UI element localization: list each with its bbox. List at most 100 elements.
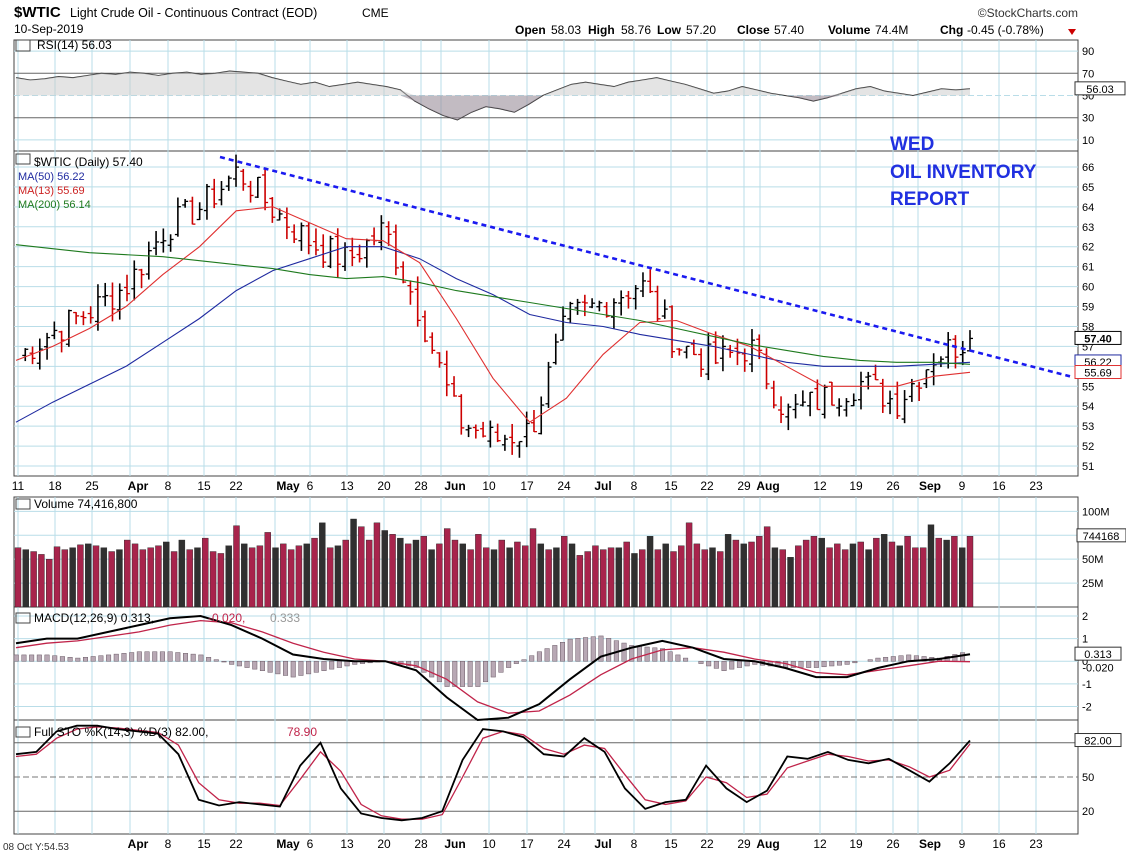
volume-bar xyxy=(717,551,724,608)
volume-bar xyxy=(951,536,958,608)
bottom-x-tick-label: May xyxy=(276,837,300,851)
bottom-x-tick-label: 8 xyxy=(631,837,638,851)
volume-bar xyxy=(77,544,84,608)
volume-bar xyxy=(100,547,108,608)
volume-bar xyxy=(69,547,76,608)
macd-histogram-bar xyxy=(521,659,527,662)
macd-histogram-bar xyxy=(59,656,65,662)
volume-bar xyxy=(420,536,427,608)
rsi-tick-label: 90 xyxy=(1082,46,1094,58)
volume-bar xyxy=(412,539,420,608)
volume-bar xyxy=(709,547,716,608)
macd-value-tag xyxy=(1074,646,1122,661)
macd-histogram-bar xyxy=(152,651,158,662)
volume-bar xyxy=(451,539,459,608)
macd-histogram-bar xyxy=(513,660,519,664)
macd-histogram-bar xyxy=(452,660,458,687)
volume-bar xyxy=(350,518,357,608)
macd-histogram-bar xyxy=(836,660,842,666)
volume-bar xyxy=(319,522,326,608)
volume-bar xyxy=(303,543,310,608)
volume-bar xyxy=(771,547,779,608)
volume-bar xyxy=(584,551,591,608)
marks: 56.0357.4056.2255.697441680.313-0.02082.… xyxy=(13,70,1126,822)
volume-bar xyxy=(443,528,451,608)
macd-histogram-bar xyxy=(559,642,565,662)
x-tick-label: Jul xyxy=(594,479,611,493)
bottom-x-tick-label: 22 xyxy=(700,837,714,851)
x-tick-label: 20 xyxy=(377,479,391,493)
sto-value-tag xyxy=(1074,733,1122,748)
volume-bar xyxy=(834,543,841,608)
macd-histogram-bar xyxy=(175,652,181,662)
x-tick-label: 17 xyxy=(520,479,534,493)
volume-bar xyxy=(85,543,92,608)
price-tick-label: 61 xyxy=(1082,262,1094,274)
price-tick-label: 65 xyxy=(1082,182,1094,194)
price-panel-frame xyxy=(13,150,1079,477)
macd-histogram-bar xyxy=(744,660,750,667)
macd-histogram-bar xyxy=(36,654,42,662)
chg-down-arrow-icon xyxy=(1068,29,1076,35)
macd-histogram-bar xyxy=(283,660,289,676)
volume-bar xyxy=(147,547,154,608)
volume-tick-label: 100M xyxy=(1082,506,1110,518)
volume-bar xyxy=(326,547,334,608)
volume-bar xyxy=(880,534,888,608)
bottom-readout: 08 Oct Y:54.53 xyxy=(3,842,69,853)
macd-histogram-bar xyxy=(790,660,796,668)
sto-k-line xyxy=(15,724,971,822)
x-tick-label: 12 xyxy=(813,479,827,493)
ma13-value-tag-text: 55.69 xyxy=(1084,368,1112,380)
x-tick-label: 18 xyxy=(48,479,62,493)
macd-histogram-bar xyxy=(660,648,666,662)
volume-bar xyxy=(795,545,802,608)
macd-histogram-bar xyxy=(98,655,104,662)
macd-histogram-bar xyxy=(206,657,212,662)
bottom-x-tick-label: 29 xyxy=(737,837,751,851)
x-tick-label: 24 xyxy=(557,479,571,493)
volume-bar xyxy=(124,539,131,608)
bottom-x-tick-label: 12 xyxy=(813,837,827,851)
volume-bar xyxy=(436,543,443,608)
ma13-label: MA(13) 55.69 xyxy=(18,185,85,197)
macd-histogram-bar xyxy=(813,660,819,668)
volume-bar xyxy=(241,543,248,608)
macd-tick-label: 1 xyxy=(1082,634,1088,646)
bottom-x-tick-label: Jun xyxy=(444,837,465,851)
macd-histogram-bar xyxy=(621,642,627,662)
macd-histogram-bar xyxy=(113,653,119,662)
macd-histogram-bar xyxy=(259,660,265,671)
volume-bar xyxy=(865,549,872,608)
x-tick-label: 6 xyxy=(307,479,314,493)
macd-histogram-bar xyxy=(221,660,227,663)
volume-bar xyxy=(108,551,115,608)
volume-bar xyxy=(958,547,966,608)
macd-histogram-bar xyxy=(606,638,612,662)
macd-histogram-bar xyxy=(806,660,812,668)
volume-bar xyxy=(576,555,584,608)
volume-bar xyxy=(467,549,474,608)
volume-bar xyxy=(873,537,880,608)
price-tick-label: 59 xyxy=(1082,302,1094,314)
bottom-x-tick-label: 15 xyxy=(197,837,211,851)
x-tick-label: 11 xyxy=(12,479,25,493)
volume-bar xyxy=(607,547,615,608)
macd-histogram-bar xyxy=(629,645,635,662)
volume-bar xyxy=(553,547,560,608)
volume-bar xyxy=(904,536,911,608)
macd-histogram-bar xyxy=(444,660,450,687)
bottom-x-tick-label: 28 xyxy=(414,837,428,851)
price-panel-icon xyxy=(15,153,31,165)
x-tick-label: Aug xyxy=(756,479,779,493)
volume-bar xyxy=(178,539,186,608)
annotation-line-2: OIL INVENTORY xyxy=(890,162,1037,183)
volume-bar xyxy=(537,543,545,608)
volume-bar xyxy=(646,536,654,608)
bottom-x-tick-label: 20 xyxy=(377,837,391,851)
macd-histogram-bar xyxy=(13,654,19,662)
volume-bar xyxy=(592,545,599,608)
volume-bar xyxy=(763,526,771,608)
macd-histogram-bar xyxy=(159,651,165,662)
macd-histogram-bar xyxy=(683,657,689,662)
